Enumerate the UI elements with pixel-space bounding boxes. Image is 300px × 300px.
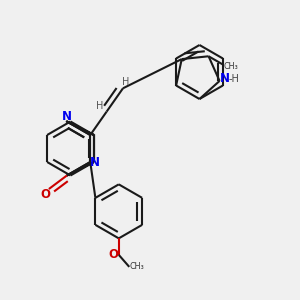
Text: N: N xyxy=(62,110,72,123)
Text: H: H xyxy=(96,101,104,111)
Text: N: N xyxy=(90,155,100,169)
Text: H: H xyxy=(122,77,129,87)
Text: -H: -H xyxy=(229,74,239,83)
Text: CH₃: CH₃ xyxy=(129,262,144,272)
Text: O: O xyxy=(40,188,50,201)
Text: CH₃: CH₃ xyxy=(224,62,239,71)
Text: N: N xyxy=(220,72,230,85)
Text: O: O xyxy=(108,248,118,261)
